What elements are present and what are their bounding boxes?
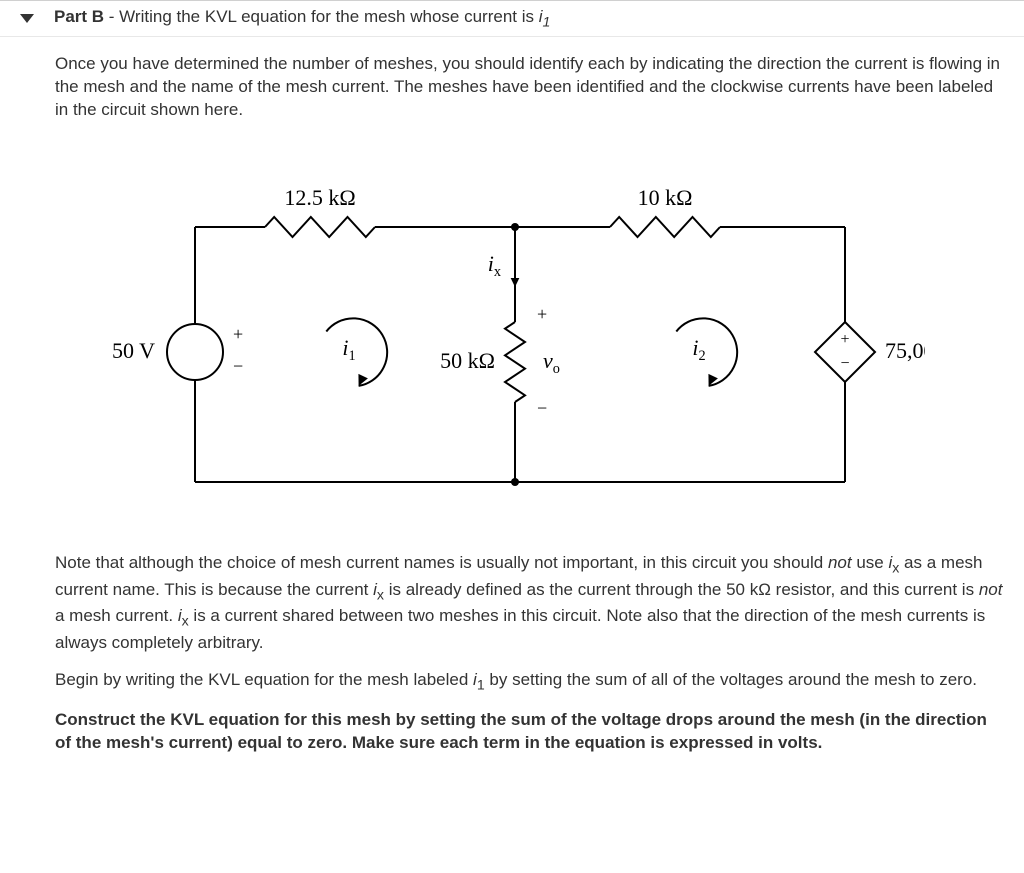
instruction-paragraph: Begin by writing the KVL equation for th… — [55, 669, 1004, 696]
ix2s: x — [377, 587, 384, 603]
section-title: Part B - Writing the KVL equation for th… — [54, 7, 550, 30]
p2-kohm: kΩ — [750, 580, 771, 599]
note-paragraph: Note that although the choice of mesh cu… — [55, 552, 1004, 654]
p3a: Begin by writing the KVL equation for th… — [55, 670, 473, 689]
task-paragraph: Construct the KVL equation for this mesh… — [55, 709, 1004, 755]
svg-text:vo: vo — [543, 348, 560, 377]
p2d: is already defined as the current throug… — [384, 580, 750, 599]
section-header[interactable]: Part B - Writing the KVL equation for th… — [0, 0, 1024, 37]
content-area: Once you have determined the number of m… — [0, 37, 1024, 789]
svg-text:+: + — [233, 324, 243, 344]
svg-text:50 kΩ: 50 kΩ — [440, 348, 495, 373]
title-rest: - Writing the KVL equation for the mesh … — [104, 7, 539, 26]
p2g: is a current shared between two meshes i… — [55, 606, 985, 652]
p3b: by setting the sum of all of the voltage… — [485, 670, 977, 689]
title-sub: 1 — [543, 14, 551, 30]
svg-text:+: + — [840, 331, 849, 348]
part-label: Part B — [54, 7, 104, 26]
svg-text:−: − — [840, 355, 849, 372]
svg-text:ix: ix — [488, 251, 501, 280]
p2e: resistor, and this current is — [771, 580, 979, 599]
svg-text:+: + — [537, 304, 547, 324]
intro-paragraph: Once you have determined the number of m… — [55, 53, 1004, 122]
svg-text:−: − — [233, 356, 243, 376]
p2f: a mesh current. — [55, 606, 178, 625]
svg-text:12.5 kΩ: 12.5 kΩ — [284, 185, 355, 210]
p2-not: not — [828, 553, 852, 572]
svg-text:i1: i1 — [342, 335, 355, 364]
ix3s: x — [182, 614, 189, 630]
svg-text:i2: i2 — [692, 335, 705, 364]
svg-text:−: − — [537, 398, 547, 418]
circuit-diagram: + − 50 V 50 kΩ + − vo + − 75,000 ix 12.5 kΩ 10 kΩ ix… — [55, 152, 1004, 512]
chevron-down-icon — [20, 14, 34, 23]
p2-not2: not — [979, 580, 1003, 599]
svg-text:10 kΩ: 10 kΩ — [638, 185, 693, 210]
circuit-svg: + − 50 V 50 kΩ + − vo + − 75,000 ix 12.5 kΩ 10 kΩ ix… — [55, 152, 925, 512]
p2b: use — [852, 553, 889, 572]
p2a: Note that although the choice of mesh cu… — [55, 553, 828, 572]
svg-text:75,000 ix: 75,000 ix — [885, 338, 925, 367]
svg-text:50 V: 50 V — [112, 338, 155, 363]
i1s: 1 — [477, 677, 485, 693]
